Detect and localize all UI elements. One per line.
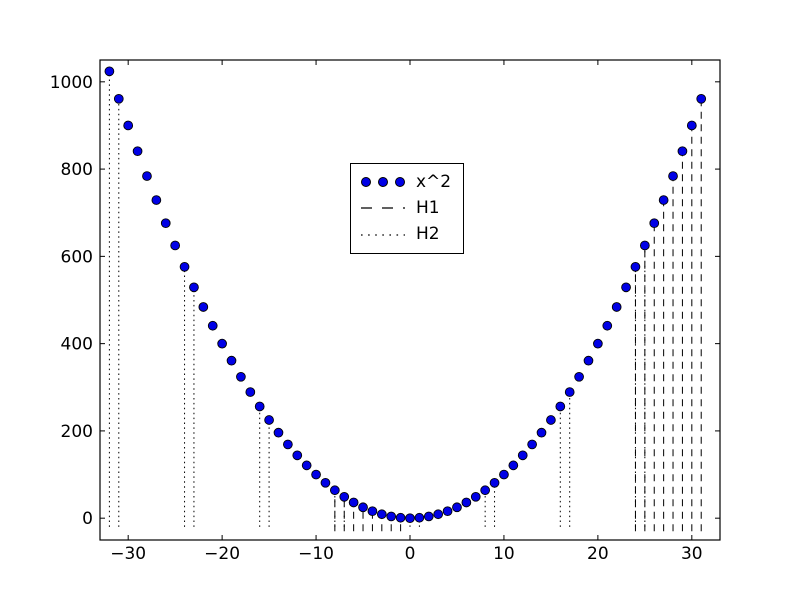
legend-label-x2: x^2 <box>416 171 452 192</box>
y-tick-label: 1000 <box>50 73 93 93</box>
data-point <box>386 511 397 522</box>
data-point <box>677 146 688 157</box>
vlines-h2 <box>108 71 646 527</box>
legend-item-h2: H2 <box>361 222 457 248</box>
data-point <box>207 320 218 331</box>
x-axis: −30 −20 −10 0 10 20 30 <box>110 60 703 564</box>
legend-marker-dots-icon <box>361 177 405 188</box>
data-point <box>273 427 284 438</box>
data-point <box>142 171 152 181</box>
data-point <box>489 477 500 488</box>
data-point <box>264 415 274 425</box>
marker-dot-icon <box>395 177 405 188</box>
data-point <box>658 195 669 205</box>
data-point <box>527 439 537 450</box>
data-point <box>649 218 660 229</box>
data-point <box>433 509 444 520</box>
y-tick-label: 800 <box>61 160 93 180</box>
data-point <box>461 497 472 508</box>
data-point <box>348 497 359 508</box>
data-point <box>602 320 613 331</box>
data-point <box>367 506 378 517</box>
data-point <box>508 460 519 471</box>
data-point <box>696 93 707 104</box>
data-point <box>414 512 425 523</box>
data-point <box>160 218 171 229</box>
data-point <box>639 240 650 251</box>
data-points-x2 <box>104 66 707 524</box>
x-tick-label: 0 <box>405 544 416 564</box>
data-point <box>254 401 265 412</box>
data-point <box>217 338 227 349</box>
data-point <box>329 485 340 496</box>
data-point <box>517 450 528 461</box>
y-tick-label: 600 <box>61 247 93 267</box>
data-point <box>151 195 162 205</box>
data-point <box>395 512 406 523</box>
legend: x^2 H1 H2 <box>350 163 464 254</box>
marker-dot-icon <box>361 177 371 188</box>
data-point <box>686 120 697 131</box>
x-tick-label: 10 <box>493 544 515 564</box>
data-point <box>574 371 584 382</box>
data-point <box>179 261 190 272</box>
data-point <box>470 491 481 502</box>
data-point <box>132 146 143 157</box>
data-point <box>452 502 462 513</box>
y-tick-label: 0 <box>82 509 93 529</box>
data-point <box>113 93 124 104</box>
data-point <box>536 427 547 438</box>
legend-item-x2: x^2 <box>361 169 457 195</box>
legend-label-h1: H1 <box>416 197 440 218</box>
legend-label-h2: H2 <box>416 224 440 245</box>
x-tick-label: −30 <box>110 544 146 564</box>
marker-dot-icon <box>378 177 388 188</box>
data-point <box>442 506 453 517</box>
data-point <box>668 171 678 181</box>
data-point <box>405 513 415 524</box>
data-point <box>480 485 491 496</box>
data-point <box>320 477 331 488</box>
data-point <box>339 491 350 502</box>
data-point <box>189 282 199 293</box>
data-point <box>198 302 209 312</box>
data-point <box>301 460 312 471</box>
data-point <box>621 282 631 293</box>
x-tick-label: 30 <box>681 544 703 564</box>
data-point <box>236 371 246 382</box>
data-point <box>104 66 115 77</box>
data-point <box>292 450 303 461</box>
data-point <box>283 439 293 450</box>
data-point <box>593 338 603 349</box>
y-tick-label: 400 <box>61 335 93 355</box>
data-point <box>245 387 256 397</box>
y-tick-label: 200 <box>61 422 93 442</box>
data-point <box>123 120 134 131</box>
data-point <box>564 387 575 397</box>
legend-dotted-line-icon <box>361 230 405 240</box>
x-tick-label: −10 <box>298 544 334 564</box>
y-axis: 0 200 400 600 800 1000 <box>50 73 720 529</box>
data-point <box>583 355 594 366</box>
data-point <box>226 355 237 366</box>
data-point <box>555 401 566 412</box>
data-point <box>611 302 622 312</box>
data-point <box>546 415 556 425</box>
data-point <box>630 261 641 272</box>
legend-dashed-line-icon <box>361 203 405 213</box>
x-tick-label: 20 <box>587 544 609 564</box>
legend-item-h1: H1 <box>361 195 457 221</box>
data-point <box>376 509 387 520</box>
data-point <box>358 502 368 513</box>
data-point <box>423 511 434 522</box>
x-tick-label: −20 <box>204 544 240 564</box>
data-point <box>499 469 509 480</box>
data-point <box>311 469 321 480</box>
axes-frame <box>99 59 721 541</box>
data-point <box>170 240 181 251</box>
